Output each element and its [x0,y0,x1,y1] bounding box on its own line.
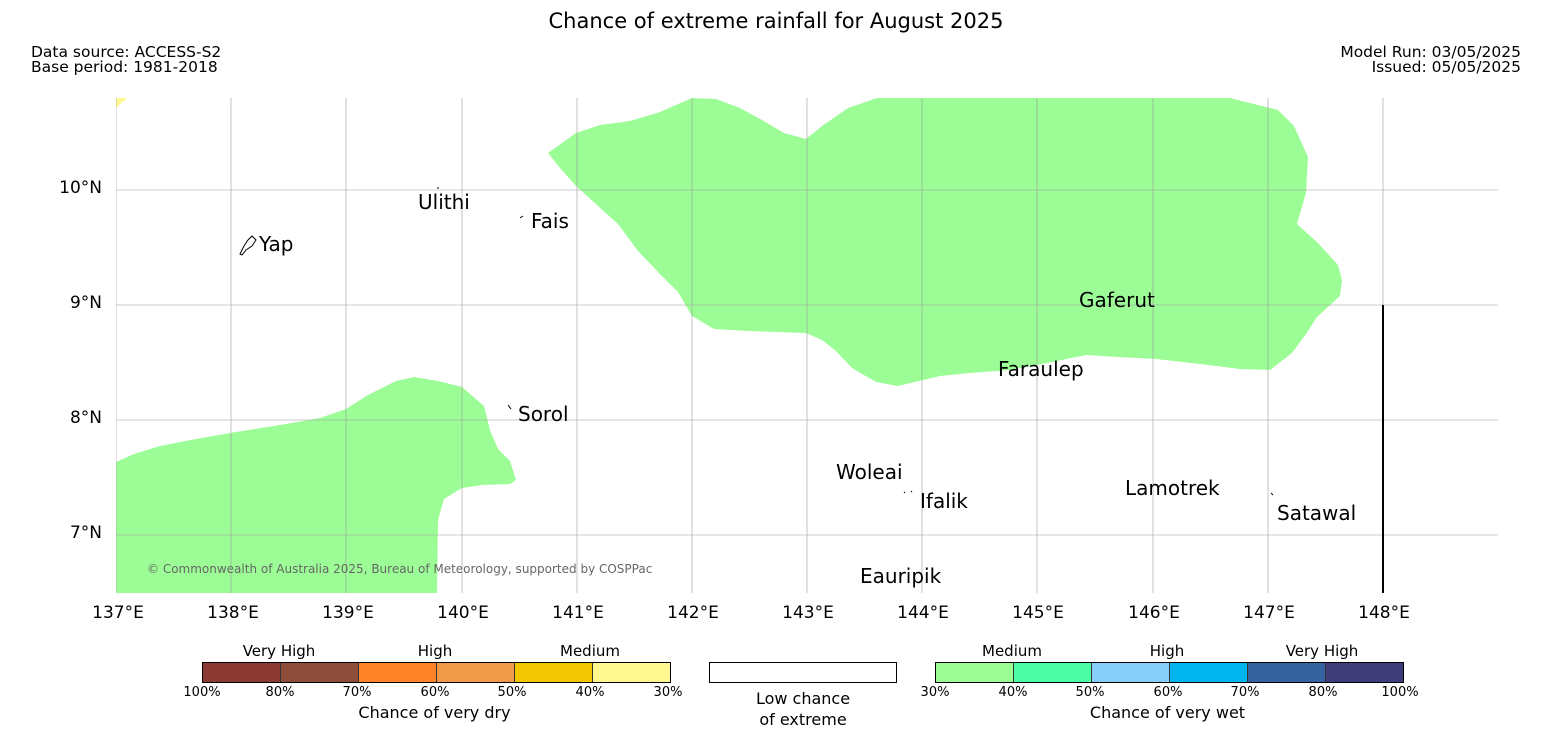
place-sorol: Sorol [518,402,569,426]
wet-category-high: High [1149,642,1185,660]
dry-swatch-2 [281,663,359,682]
lon-label-144e: 144°E [897,603,949,623]
wet-tick: 80% [1308,685,1338,700]
yap-island [239,235,257,256]
place-ifalik: Ifalik [920,489,968,513]
lon-label-146e: 146°E [1128,603,1180,623]
model-run: Model Run: 03/05/2025 [1340,43,1521,61]
fais-island [519,215,524,219]
lat-label-7n: 7°N [69,523,102,543]
wet-tick: 70% [1230,685,1260,700]
lon-label-141e: 141°E [552,603,604,623]
wet-region-southwest [116,377,516,593]
wet-swatch-2 [1014,663,1092,682]
lon-label-139e: 139°E [322,603,374,623]
wet-swatch-4 [1170,663,1248,682]
data-source: Data source: ACCESS-S2 [31,43,222,61]
dry-category-high: High [417,642,453,660]
place-yap: Yap [259,232,294,256]
neutral-label-line2: of extreme [759,710,847,729]
place-eauripik: Eauripik [860,564,942,588]
satawal-island [1270,492,1274,496]
dry-region-corner [116,98,127,108]
wet-tick: 50% [1075,685,1105,700]
dry-swatch-5 [515,663,593,682]
lon-label-147e: 147°E [1243,603,1295,623]
place-woleai: Woleai [836,460,903,484]
place-ulithi: Ulithi [418,190,470,214]
dry-swatch-6 [593,663,670,682]
dry-category-medium: Medium [560,642,620,660]
issued-date: Issued: 05/05/2025 [1371,58,1521,76]
dry-tick: 30% [653,685,683,700]
dry-colorbar [202,662,671,683]
dry-legend-title: Chance of very dry [358,703,511,722]
wet-tick: 100% [1381,685,1419,700]
neutral-swatch [709,662,897,683]
wet-swatch-1 [936,663,1014,682]
ifalik-island [903,490,913,494]
dry-tick: 100% [183,685,221,700]
lon-label-140e: 140°E [437,603,489,623]
dry-swatch-1 [203,663,281,682]
dry-swatch-3 [359,663,437,682]
base-period: Base period: 1981-2018 [31,58,218,76]
lon-label-148e: 148°E [1358,603,1410,623]
copyright-note: © Commonwealth of Australia 2025, Bureau… [147,562,653,576]
meta-left: Data source: ACCESS-S2 Base period: 1981… [31,43,222,76]
lon-label-142e: 142°E [667,603,719,623]
dry-tick: 40% [575,685,605,700]
lon-label-138e: 138°E [207,603,259,623]
place-lamotrek: Lamotrek [1125,476,1220,500]
place-gaferut: Gaferut [1079,288,1155,312]
lat-label-8n: 8°N [69,408,102,428]
wet-swatch-5 [1248,663,1326,682]
wet-tick: 60% [1153,685,1183,700]
dry-swatch-4 [437,663,515,682]
lat-label-10n: 10°N [59,178,102,198]
meta-right: Model Run: 03/05/2025 Issued: 05/05/2025 [1340,43,1521,76]
lon-label-145e: 145°E [1012,603,1064,623]
chart-title: Chance of extreme rainfall for August 20… [548,9,1004,33]
sorol-island [507,404,512,410]
place-satawal: Satawal [1277,501,1357,525]
dry-tick: 60% [420,685,450,700]
dry-tick: 80% [265,685,295,700]
dry-category-very-high: Very High [242,642,316,660]
wet-category-medium: Medium [982,642,1042,660]
wet-swatch-3 [1092,663,1170,682]
wet-tick: 30% [920,685,950,700]
wet-category-very-high: Very High [1285,642,1359,660]
neutral-label-line1: Low chance [755,689,851,708]
islands [239,187,1274,496]
place-fais: Fais [531,209,569,233]
wet-legend-title: Chance of very wet [1089,703,1246,722]
lon-label-137e: 137°E [92,603,144,623]
lat-label-9n: 9°N [69,293,102,313]
neutral-label: Low chance of extreme [709,688,897,730]
wet-colorbar [935,662,1404,683]
wet-swatch-6 [1326,663,1403,682]
wet-tick: 40% [998,685,1028,700]
wet-region-north [548,98,1342,386]
place-faraulep: Faraulep [998,357,1084,381]
lon-label-143e: 143°E [782,603,834,623]
dry-tick: 70% [342,685,372,700]
dry-tick: 50% [497,685,527,700]
